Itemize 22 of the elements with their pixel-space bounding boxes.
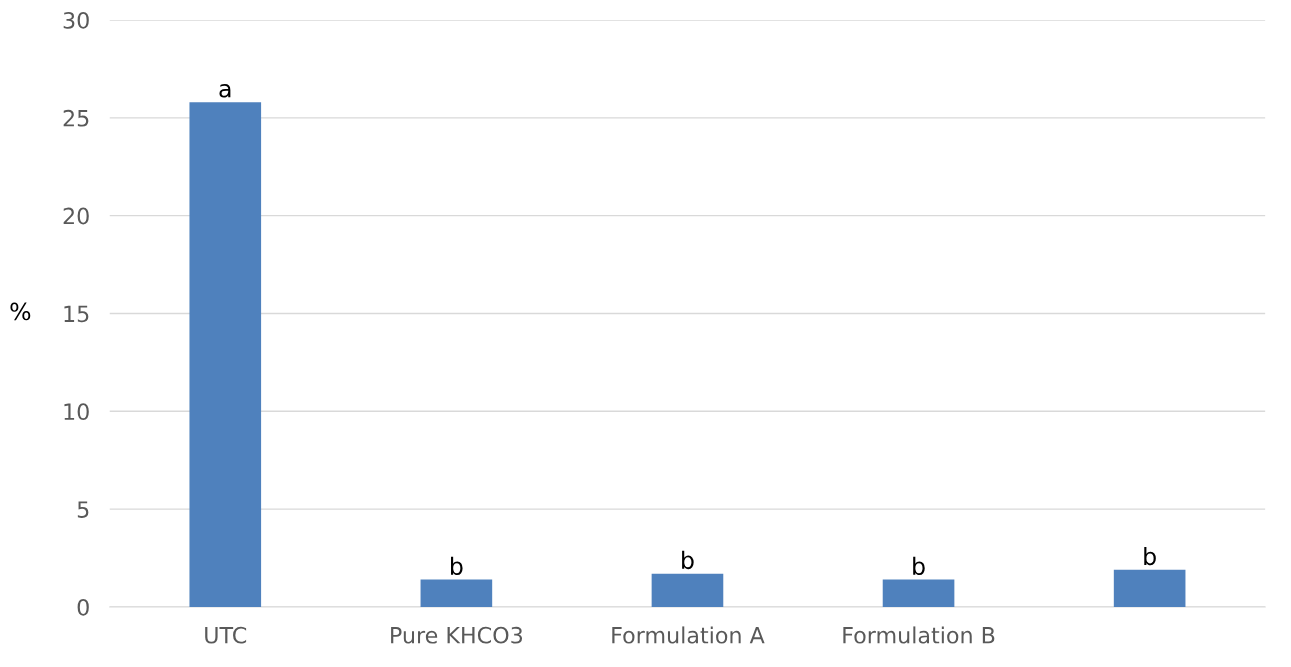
y-tick-label: 15 <box>64 305 89 323</box>
data-label: b <box>682 550 694 570</box>
y-tick-label: 0 <box>77 598 89 616</box>
x-tick-label: Pure KHCO3 <box>391 626 523 644</box>
y-tick-label: 10 <box>64 403 89 421</box>
bar <box>1113 569 1186 607</box>
x-tick-label: Formulation B <box>843 626 995 644</box>
data-label: b <box>451 556 463 575</box>
x-tick-label: Formulation A <box>612 626 765 644</box>
y-tick-label: 30 <box>63 11 89 29</box>
y-tick-label: 5 <box>77 501 89 518</box>
bar <box>420 579 493 607</box>
y-tick-label: 20 <box>63 207 89 225</box>
data-label: b <box>913 556 925 575</box>
data-label: a <box>219 84 231 98</box>
y-axis-title: % <box>10 302 31 321</box>
x-tick-label: UTC <box>205 626 247 644</box>
bar <box>189 102 262 607</box>
bar <box>882 579 955 607</box>
y-tick-label: 25 <box>63 109 89 127</box>
data-label: b <box>1144 546 1156 566</box>
bar <box>651 573 724 607</box>
